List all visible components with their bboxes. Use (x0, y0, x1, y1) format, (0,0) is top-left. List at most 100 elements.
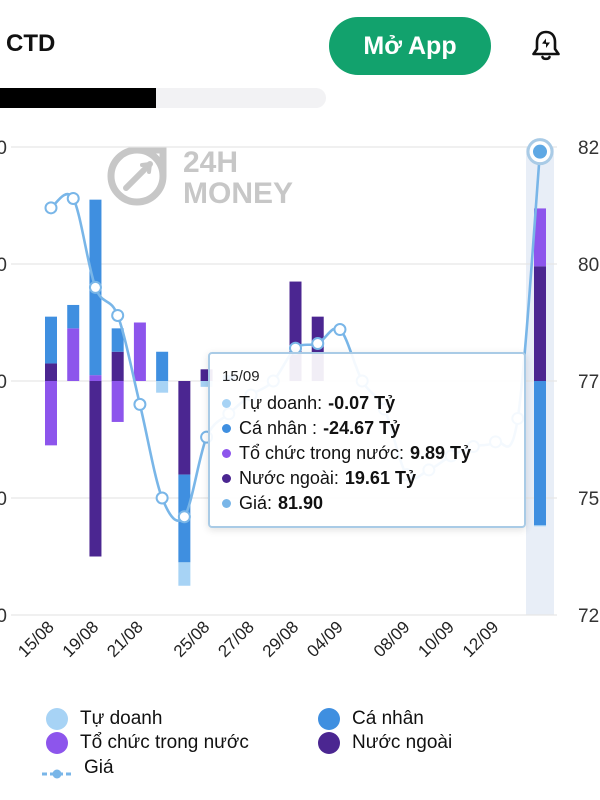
x-axis: 15/08 19/08 21/08 25/08 27/08 29/08 04/09 08/09… (14, 617, 502, 661)
tooltip-label: Cá nhân : (239, 418, 318, 438)
left-tick-label: 40 (0, 606, 7, 627)
legend-label: Giá (84, 757, 114, 778)
x-tick-label: 12/09 (459, 617, 503, 661)
tooltip-date: 15/09 (222, 368, 260, 385)
legend-item-tu-doanh[interactable]: Tự doanh (46, 708, 162, 730)
right-tick-label: 75 (578, 489, 599, 510)
price-point (533, 144, 547, 159)
bar-ca-nhan (45, 316, 57, 364)
dot-icon (222, 399, 231, 408)
legend-label: Tự doanh (80, 708, 163, 729)
tooltip-row-nuoc-ngoai: Nước ngoài: 19.61 Tỷ (222, 466, 524, 491)
ticker-symbol: CTD (6, 30, 56, 57)
bar-tu-doanh (156, 381, 169, 393)
x-tick-label: 19/08 (59, 617, 103, 661)
watermark-line2: MONEY (183, 177, 293, 210)
x-tick-label: 04/09 (303, 617, 347, 661)
bar-ca-nhan (156, 351, 169, 381)
tooltip-label: Tổ chức trong nước: (239, 443, 404, 463)
legend-label: Tổ chức trong nước (80, 732, 249, 753)
price-point (155, 491, 169, 505)
bar-nuoc-ngoai (111, 351, 124, 381)
bar-to-chuc (45, 381, 57, 446)
bar-tu-doanh (178, 562, 191, 586)
right-tick-label: 72 (578, 606, 599, 627)
left-axis: 40 20 0 20 40 (0, 138, 7, 627)
bar-to-chuc (89, 375, 102, 381)
price-point (111, 308, 125, 322)
price-point (88, 280, 102, 294)
price-point (133, 397, 147, 411)
right-tick-label: 82 (578, 138, 599, 159)
tooltip-value: -24.67 Tỷ (323, 418, 401, 438)
bar-to-chuc (67, 328, 80, 381)
bar-nuoc-ngoai (200, 369, 213, 381)
x-tick-label: 08/09 (370, 617, 414, 661)
tooltip-row-tu-doanh: Tự doanh: -0.07 Tỷ (222, 391, 524, 416)
bar-to-chuc (133, 322, 146, 381)
bar-to-chuc (111, 381, 124, 422)
legend-item-to-chuc[interactable]: Tổ chức trong nước (46, 732, 249, 754)
legend-item-gia[interactable]: Giá (42, 757, 114, 779)
progress-bar (0, 88, 326, 108)
bar-ca-nhan (67, 304, 80, 329)
bar-to-chuc (534, 208, 546, 267)
logo-mark-icon (107, 146, 167, 206)
tooltip-row-ca-nhan: Cá nhân : -24.67 Tỷ (222, 416, 524, 441)
bar-tu-doanh (534, 525, 546, 527)
right-tick-label: 80 (578, 255, 599, 276)
legend-label: Nước ngoài (352, 732, 453, 753)
tooltip-label: Tự doanh: (239, 393, 323, 413)
legend-dot-icon (46, 732, 68, 754)
tooltip-value: 9.89 Tỷ (409, 443, 472, 463)
bar-ca-nhan (111, 328, 124, 352)
open-app-button[interactable]: Mở App (329, 17, 491, 75)
bar-ca-nhan (534, 381, 546, 526)
x-tick-label: 29/08 (259, 617, 303, 661)
left-tick-label: 40 (0, 138, 7, 159)
x-tick-label: 21/08 (103, 617, 147, 661)
price-point (333, 323, 347, 337)
price-point (44, 201, 58, 215)
tooltip-label: Giá: (239, 493, 273, 513)
tooltip-value: -0.07 Tỷ (328, 393, 396, 413)
tooltip: 15/09 Tự doanh: -0.07 Tỷ Cá nhân : -24.6… (208, 352, 526, 528)
left-tick-label: 20 (0, 489, 7, 510)
x-tick-label: 27/08 (214, 617, 258, 661)
legend-label: Cá nhân (352, 708, 424, 729)
legend-dot-icon (318, 708, 340, 730)
bar-nuoc-ngoai (89, 381, 102, 557)
tooltip-row-to-chuc: Tổ chức trong nước: 9.89 Tỷ (222, 441, 524, 466)
legend-item-ca-nhan[interactable]: Cá nhân (318, 708, 424, 730)
price-point (66, 191, 80, 205)
watermark-line1: 24H (183, 146, 238, 179)
dot-icon (222, 424, 231, 433)
bars (45, 199, 546, 586)
left-tick-label: 20 (0, 255, 7, 276)
tooltip-value: 81.90 (278, 493, 324, 513)
legend-item-nuoc-ngoai[interactable]: Nước ngoài (318, 732, 452, 754)
dot-icon (222, 499, 231, 508)
right-tick-label: 77 (578, 372, 599, 393)
legend-dot-icon (46, 708, 68, 730)
tooltip-value: 19.61 Tỷ (344, 468, 416, 488)
legend-line-icon (42, 763, 72, 779)
tooltip-row-gia: Giá: 81.90 (222, 491, 524, 516)
bar-nuoc-ngoai (534, 266, 546, 381)
right-axis: 82 80 77 75 72 (578, 138, 599, 627)
trading-chart[interactable]: 24H MONEY 40 20 0 20 40 82 80 77 75 72 15/0819/0… (0, 120, 600, 680)
x-tick-label: 15/08 (14, 617, 58, 661)
progress-fill (0, 88, 157, 108)
left-tick-label: 0 (0, 372, 7, 393)
bar-nuoc-ngoai (45, 363, 57, 381)
bell-icon[interactable] (528, 27, 564, 63)
x-tick-label: 10/09 (414, 617, 458, 661)
price-point (311, 337, 325, 351)
watermark: 24H MONEY (107, 146, 293, 210)
dot-icon (222, 474, 231, 483)
app-header: CTD Mở App (0, 0, 600, 80)
dot-icon (222, 449, 231, 458)
x-tick-label: 25/08 (170, 617, 214, 661)
bar-tu-doanh (200, 381, 213, 387)
tooltip-label: Nước ngoài: (239, 468, 339, 488)
